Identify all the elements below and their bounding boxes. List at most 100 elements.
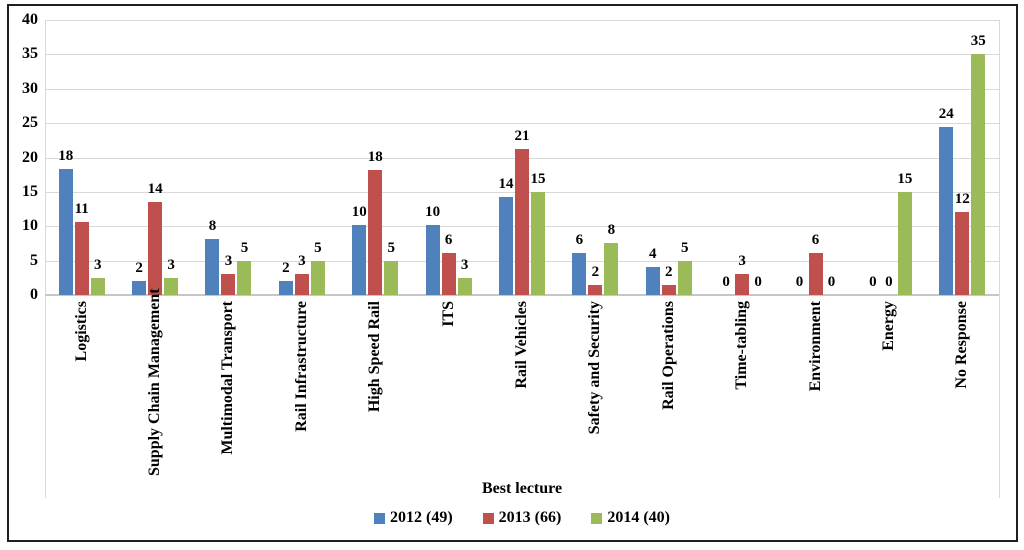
data-label: 15 — [897, 170, 913, 187]
bar-2012-7 — [572, 253, 587, 295]
gridline — [45, 54, 999, 56]
bar-2012-5 — [425, 224, 440, 295]
data-label: 0 — [869, 274, 877, 290]
legend-label: 2014 (40) — [607, 509, 670, 526]
legend-item: 2014 (40) — [591, 509, 670, 527]
legend-label: 2012 (49) — [390, 509, 453, 526]
bar-2012-8 — [645, 266, 660, 295]
bar-2014-12 — [971, 54, 986, 295]
y-axis-tick-label: 5 — [30, 251, 38, 269]
data-label: 0 — [885, 274, 893, 290]
bar-2012-1 — [132, 281, 147, 295]
category-label: ITS — [439, 301, 457, 327]
y-axis-tick-label: 35 — [22, 45, 38, 63]
bar-2014-4 — [384, 260, 399, 295]
data-label: 3 — [738, 253, 746, 270]
bar-2012-6 — [499, 196, 513, 295]
bar-2013-1 — [148, 201, 163, 295]
y-axis-tick-label: 0 — [30, 286, 38, 303]
bar-2012-4 — [352, 224, 367, 295]
bar-2014-8 — [677, 260, 692, 295]
bar-2014-2 — [237, 260, 252, 295]
data-label: 3 — [167, 256, 175, 273]
bar-2012-12 — [939, 126, 954, 295]
category-label: Supply Chain Management — [146, 288, 164, 476]
data-label: 2 — [665, 263, 673, 280]
legend-marker-icon — [591, 512, 603, 524]
bar-2013-12 — [955, 211, 970, 295]
figure-border — [7, 4, 1018, 542]
category-label: Rail Operations — [659, 301, 677, 410]
data-label: 15 — [530, 170, 546, 187]
data-label: 18 — [367, 148, 383, 165]
data-label: 4 — [649, 245, 657, 262]
bar-2013-3 — [294, 274, 309, 295]
bar-2013-9 — [735, 274, 750, 295]
data-label: 3 — [298, 253, 306, 270]
x-axis-line — [45, 294, 999, 296]
legend-item: 2013 (66) — [482, 509, 562, 527]
data-label: 8 — [208, 217, 217, 234]
data-label: 5 — [681, 239, 689, 256]
data-label: 2 — [591, 263, 600, 280]
bar-2014-6 — [531, 191, 545, 295]
plot-border — [45, 20, 46, 498]
data-label: 6 — [811, 232, 820, 249]
x-axis-title: Best lecture — [481, 480, 563, 497]
bar-2012-2 — [205, 238, 220, 295]
bar-2014-1 — [164, 277, 179, 295]
bar-2013-0 — [74, 222, 89, 295]
data-label: 12 — [954, 190, 970, 207]
data-label: 21 — [514, 128, 530, 145]
y-axis-tick-label: 20 — [22, 148, 38, 166]
gridline — [45, 88, 999, 90]
bar-2013-8 — [661, 284, 676, 295]
legend: 2012 (49) 2013 (66) 2014 (40) — [45, 509, 999, 527]
bar-2014-5 — [457, 277, 472, 295]
data-label: 2 — [282, 260, 290, 277]
category-label: Energy — [879, 301, 897, 351]
category-label: Rail Vehicles — [513, 301, 530, 389]
bar-2013-10 — [808, 253, 823, 295]
data-label: 3 — [93, 256, 102, 273]
category-label: Environment — [806, 301, 824, 392]
bar-2013-4 — [368, 169, 383, 295]
data-label: 3 — [460, 256, 469, 273]
y-axis-tick-label: 15 — [22, 182, 38, 200]
category-label: High Speed Rail — [366, 301, 384, 413]
data-label: 0 — [754, 274, 762, 290]
data-label: 35 — [970, 33, 986, 50]
data-label: 5 — [387, 239, 395, 256]
legend-marker-icon — [374, 512, 386, 524]
legend-label: 2013 (66) — [498, 509, 562, 526]
legend-marker-icon — [482, 512, 494, 524]
legend-item: 2012 (49) — [374, 509, 453, 527]
y-axis-tick-label: 25 — [22, 114, 38, 132]
category-label: Safety and Security — [586, 301, 604, 435]
category-label: No Response — [953, 301, 971, 389]
data-label: 6 — [444, 232, 453, 249]
bar-2013-5 — [441, 253, 456, 295]
bar-2013-6 — [515, 149, 529, 295]
bar-2013-7 — [588, 284, 603, 295]
data-label: 5 — [314, 239, 322, 256]
bar-2014-3 — [310, 260, 325, 295]
data-label: 6 — [575, 232, 584, 249]
data-label: 8 — [607, 222, 616, 239]
category-label: Multimodal Transport — [219, 301, 237, 455]
data-label: 24 — [938, 105, 954, 122]
data-label: 14 — [498, 175, 514, 192]
data-label: 2 — [135, 260, 143, 277]
bar-2014-11 — [897, 191, 912, 295]
bar-2012-3 — [278, 281, 293, 295]
data-label: 0 — [722, 274, 730, 290]
bar-2013-2 — [221, 274, 236, 295]
category-label: Rail Infrastructure — [292, 301, 310, 432]
data-label: 11 — [74, 201, 89, 218]
data-label: 14 — [147, 180, 163, 197]
data-label: 3 — [224, 253, 233, 270]
data-label: 10 — [351, 203, 367, 220]
data-label: 5 — [240, 239, 249, 256]
bar-2014-7 — [604, 243, 619, 295]
